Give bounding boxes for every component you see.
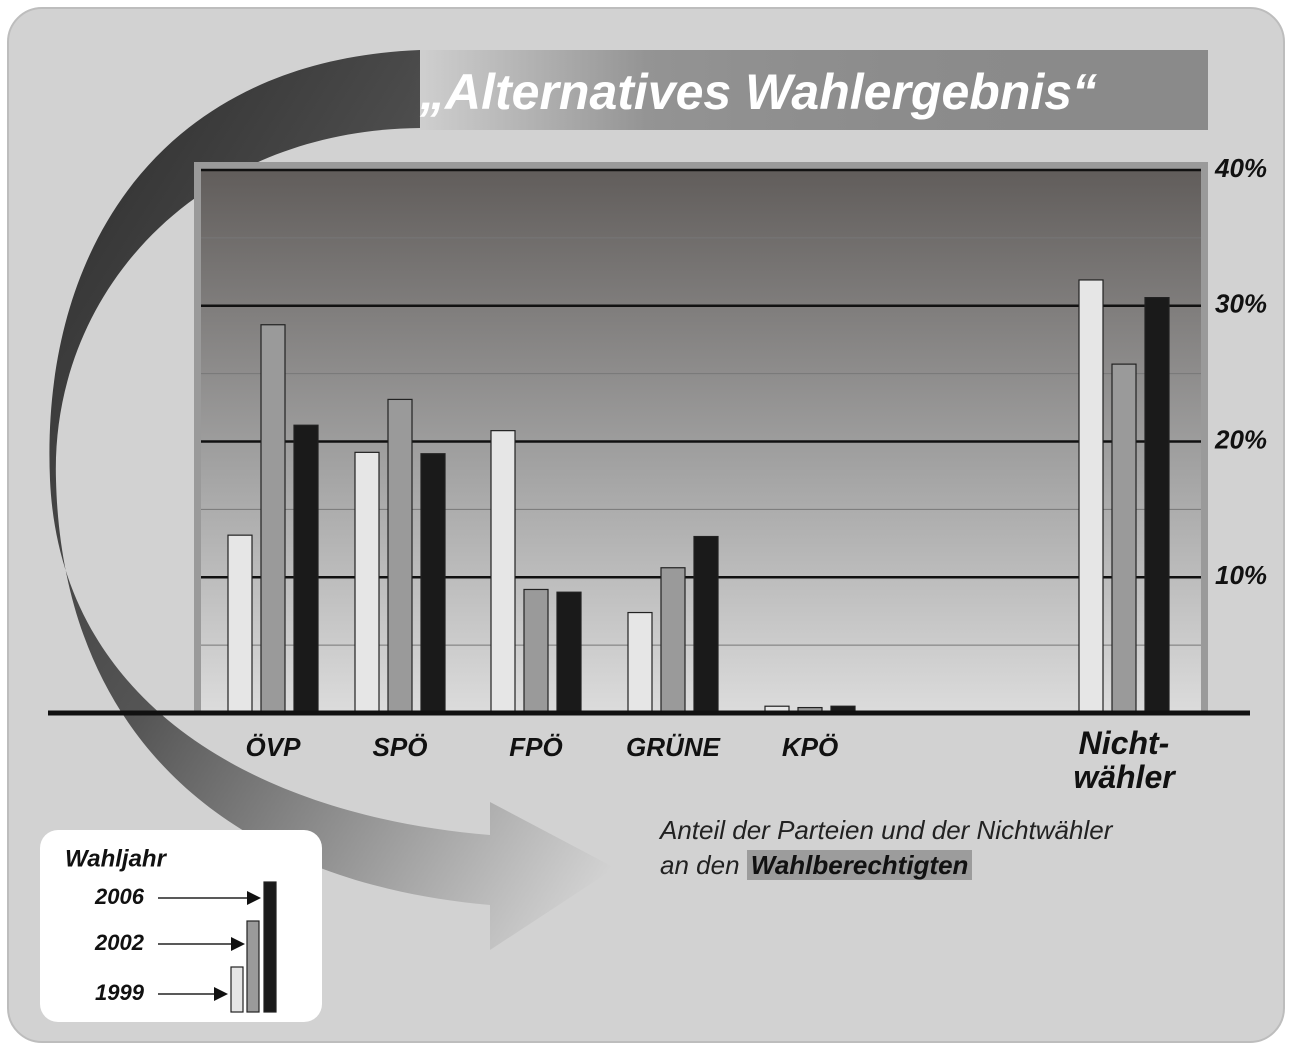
- y-tick-label: 10%: [1215, 560, 1267, 590]
- bar: [1078, 279, 1104, 714]
- bar: [1144, 297, 1170, 714]
- legend-label: 1999: [95, 980, 145, 1005]
- bar: [293, 424, 319, 714]
- legend-swatch: [263, 881, 277, 1013]
- bar: [260, 324, 286, 714]
- x-tick-label: SPÖ: [372, 732, 428, 762]
- x-tick-label: KPÖ: [781, 732, 839, 762]
- y-tick-label: 40%: [1214, 153, 1267, 183]
- curved-arrow: [49, 50, 616, 950]
- x-tick-label: FPÖ: [509, 732, 563, 762]
- bar: [693, 535, 719, 714]
- annotation-line2: an den Wahlberechtigten: [660, 850, 973, 881]
- x-tick-label: GRÜNE: [626, 732, 720, 762]
- x-tick-label: Nicht- wähler: [1073, 725, 1175, 795]
- title-box: [408, 50, 1208, 130]
- bar: [1111, 363, 1137, 714]
- legend-swatch: [230, 966, 244, 1013]
- bar: [227, 534, 253, 714]
- bar: [523, 588, 549, 714]
- x-tick-label: ÖVP: [245, 732, 301, 762]
- chart-title: „Alternatives Wahlergebnis“: [419, 64, 1097, 120]
- annotation-highlight: Wahlberechtigten: [746, 850, 973, 880]
- bar: [354, 451, 380, 714]
- bar: [627, 611, 653, 714]
- legend-label: 2006: [94, 884, 145, 909]
- bar: [387, 398, 413, 714]
- legend-swatch: [246, 920, 260, 1013]
- legend-title: Wahljahr: [65, 845, 168, 872]
- y-tick-label: 20%: [1214, 424, 1267, 454]
- annotation-line1: Anteil der Parteien und der Nichtwähler: [660, 815, 1113, 845]
- bar: [556, 591, 582, 714]
- legend-arrowhead: [231, 937, 245, 951]
- y-tick-label: 30%: [1215, 289, 1267, 319]
- bar: [420, 453, 446, 714]
- legend-arrowhead: [214, 987, 228, 1001]
- legend-label: 2002: [94, 930, 145, 955]
- annotation-text: an den: [660, 850, 740, 880]
- bar: [660, 567, 686, 714]
- legend-arrowhead: [247, 891, 261, 905]
- bar: [490, 430, 516, 714]
